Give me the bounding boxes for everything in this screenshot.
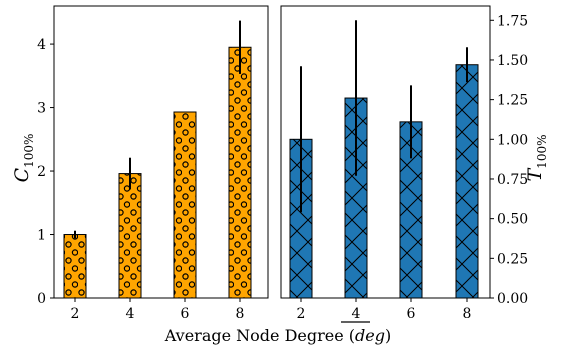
- left-y-tick-label-3: 3: [37, 101, 46, 117]
- left-y-tick-label-2: 2: [37, 164, 46, 180]
- left-x-tick-label-2: 2: [71, 306, 80, 322]
- left-y-tick-label-0: 0: [37, 291, 46, 307]
- right-x-tick-label-2: 2: [297, 306, 306, 322]
- right-y-tick-label-0: 0.00: [497, 291, 528, 307]
- left-panel: 0 1 2 3 4 2 4 6 8: [37, 5, 269, 322]
- right-y-tick-label-3: 0.75: [497, 172, 528, 188]
- right-bar-hatch-8: [455, 64, 479, 299]
- x-axis-label-variable: deg: [355, 326, 385, 345]
- left-y-axis-label: C100%: [11, 134, 36, 183]
- right-y-axis-label-main: T: [524, 168, 546, 182]
- left-axes-frame: [53, 5, 269, 299]
- left-bar-hatch-4: [118, 173, 142, 299]
- right-y-tick-label-6: 1.50: [497, 53, 528, 69]
- right-y-tick-label-4: 1.00: [497, 132, 528, 148]
- left-x-tick-label-4: 4: [126, 306, 135, 322]
- left-x-tick-label-6: 6: [181, 306, 190, 322]
- right-y-tick-label-5: 1.25: [497, 93, 528, 109]
- right-x-tick-label-4: 4: [352, 306, 361, 322]
- x-axis-label-suffix: ): [385, 326, 391, 345]
- left-y-tick-label-1: 1: [37, 228, 46, 244]
- left-bar-hatch-8: [228, 46, 252, 299]
- right-y-tick-label-2: 0.50: [497, 212, 528, 228]
- right-panel: 0.00 0.25 0.50 0.75 1.00 1.25 1.50 1.75 2 4 6 8: [280, 5, 528, 322]
- right-y-tick-label-7: 1.75: [497, 13, 528, 29]
- right-y-tick-label-1: 0.25: [497, 251, 528, 267]
- left-bar-hatch-6: [173, 111, 197, 299]
- right-x-tick-label-6: 6: [407, 306, 416, 322]
- x-axis-label: Average Node Degree (deg): [164, 326, 391, 345]
- right-x-tick-label-8: 8: [463, 306, 472, 322]
- left-x-tick-label-8: 8: [236, 306, 245, 322]
- left-y-tick-label-4: 4: [37, 37, 46, 53]
- left-y-axis-label-main: C: [11, 167, 33, 182]
- right-y-axis-label-sub: 100%: [535, 135, 549, 169]
- right-y-axis-label: T100%: [524, 135, 549, 182]
- right-axes-frame: [280, 5, 491, 299]
- x-axis-label-prefix: Average Node Degree (: [164, 326, 355, 345]
- left-y-axis-label-sub: 100%: [22, 134, 36, 168]
- left-bar-hatch-2: [63, 234, 87, 299]
